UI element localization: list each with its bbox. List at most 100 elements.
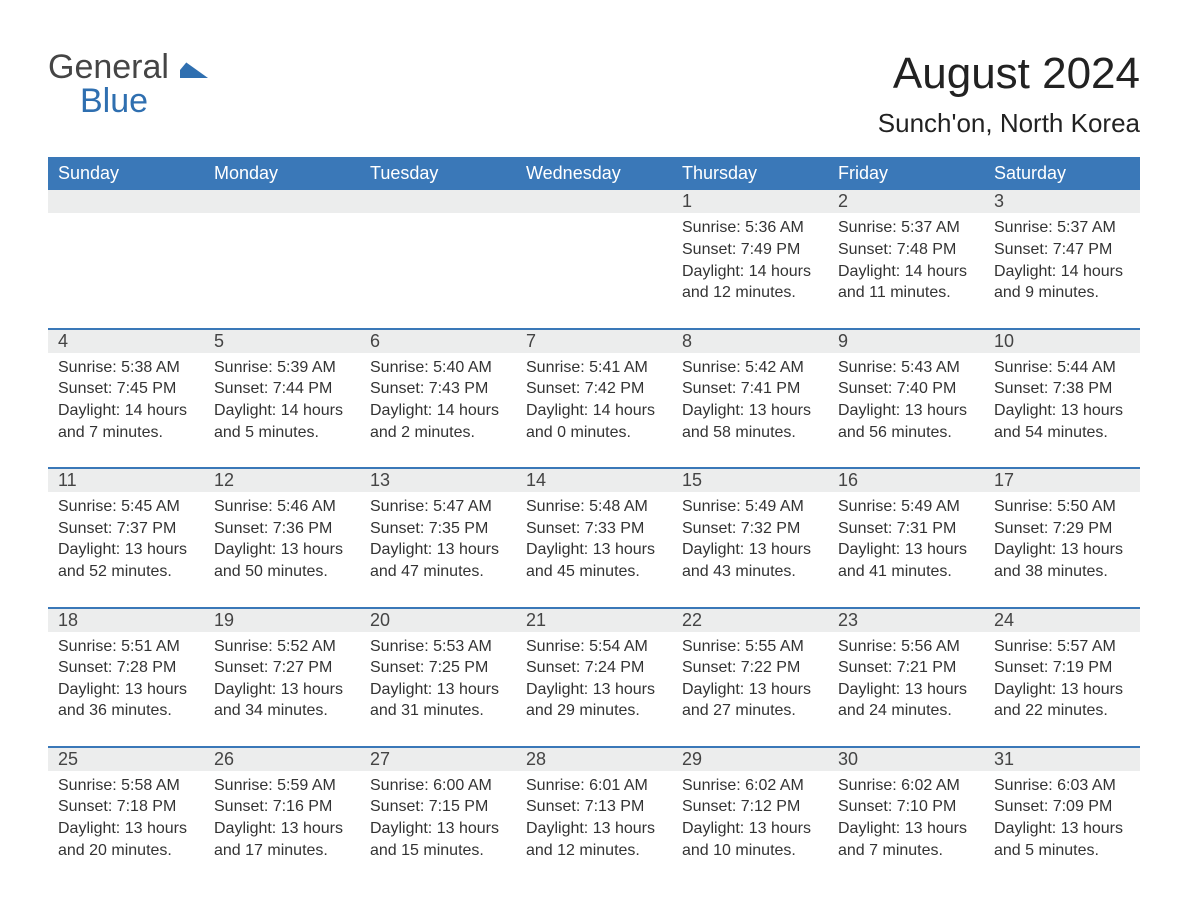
day-cell: Sunrise: 6:01 AMSunset: 7:13 PMDaylight:… — [516, 771, 672, 885]
daylight-line: Daylight: 13 hours and 17 minutes. — [214, 818, 350, 861]
day-number: 31 — [984, 748, 1140, 771]
sunrise-line: Sunrise: 5:58 AM — [58, 775, 194, 797]
logo-text-blue: Blue — [80, 84, 212, 118]
sunset-line: Sunset: 7:28 PM — [58, 657, 194, 679]
daylight-line: Daylight: 13 hours and 34 minutes. — [214, 679, 350, 722]
sunset-line: Sunset: 7:48 PM — [838, 239, 974, 261]
day-cell: Sunrise: 5:43 AMSunset: 7:40 PMDaylight:… — [828, 353, 984, 467]
day-number: 26 — [204, 748, 360, 771]
sunset-line: Sunset: 7:37 PM — [58, 518, 194, 540]
day-number — [48, 190, 204, 213]
day-number: 24 — [984, 609, 1140, 632]
daylight-line: Daylight: 13 hours and 24 minutes. — [838, 679, 974, 722]
day-cell: Sunrise: 5:49 AMSunset: 7:31 PMDaylight:… — [828, 492, 984, 606]
logo-flag-icon — [180, 54, 212, 88]
day-number: 9 — [828, 330, 984, 353]
day-number: 14 — [516, 469, 672, 492]
sunrise-line: Sunrise: 5:49 AM — [838, 496, 974, 518]
day-cell: Sunrise: 5:47 AMSunset: 7:35 PMDaylight:… — [360, 492, 516, 606]
day-number: 19 — [204, 609, 360, 632]
day-cell: Sunrise: 5:41 AMSunset: 7:42 PMDaylight:… — [516, 353, 672, 467]
day-number: 15 — [672, 469, 828, 492]
day-cell: Sunrise: 5:59 AMSunset: 7:16 PMDaylight:… — [204, 771, 360, 885]
sunset-line: Sunset: 7:09 PM — [994, 796, 1130, 818]
day-header: Friday — [828, 157, 984, 190]
title-block: August 2024 Sunch'on, North Korea — [878, 50, 1140, 139]
sunrise-line: Sunrise: 5:44 AM — [994, 357, 1130, 379]
day-cell: Sunrise: 5:44 AMSunset: 7:38 PMDaylight:… — [984, 353, 1140, 467]
daylight-line: Daylight: 13 hours and 12 minutes. — [526, 818, 662, 861]
day-header-row: SundayMondayTuesdayWednesdayThursdayFrid… — [48, 157, 1140, 190]
sunset-line: Sunset: 7:45 PM — [58, 378, 194, 400]
day-number: 18 — [48, 609, 204, 632]
day-number: 17 — [984, 469, 1140, 492]
day-number: 20 — [360, 609, 516, 632]
day-number: 13 — [360, 469, 516, 492]
daylight-line: Daylight: 13 hours and 27 minutes. — [682, 679, 818, 722]
day-header: Tuesday — [360, 157, 516, 190]
day-cell: Sunrise: 6:00 AMSunset: 7:15 PMDaylight:… — [360, 771, 516, 885]
daylight-line: Daylight: 13 hours and 43 minutes. — [682, 539, 818, 582]
daynum-row: 123 — [48, 190, 1140, 213]
daylight-line: Daylight: 14 hours and 11 minutes. — [838, 261, 974, 304]
daylight-line: Daylight: 14 hours and 12 minutes. — [682, 261, 818, 304]
day-number: 28 — [516, 748, 672, 771]
sunset-line: Sunset: 7:31 PM — [838, 518, 974, 540]
sunset-line: Sunset: 7:44 PM — [214, 378, 350, 400]
day-cell: Sunrise: 5:56 AMSunset: 7:21 PMDaylight:… — [828, 632, 984, 746]
day-cell: Sunrise: 5:45 AMSunset: 7:37 PMDaylight:… — [48, 492, 204, 606]
day-number: 22 — [672, 609, 828, 632]
daylight-line: Daylight: 13 hours and 58 minutes. — [682, 400, 818, 443]
calendar-week: 25262728293031Sunrise: 5:58 AMSunset: 7:… — [48, 746, 1140, 885]
day-number: 8 — [672, 330, 828, 353]
sunrise-line: Sunrise: 6:02 AM — [682, 775, 818, 797]
sunset-line: Sunset: 7:16 PM — [214, 796, 350, 818]
sunset-line: Sunset: 7:42 PM — [526, 378, 662, 400]
day-number — [516, 190, 672, 213]
sunset-line: Sunset: 7:13 PM — [526, 796, 662, 818]
sunset-line: Sunset: 7:47 PM — [994, 239, 1130, 261]
day-header: Wednesday — [516, 157, 672, 190]
sunrise-line: Sunrise: 5:52 AM — [214, 636, 350, 658]
sunrise-line: Sunrise: 5:45 AM — [58, 496, 194, 518]
day-cell: Sunrise: 5:46 AMSunset: 7:36 PMDaylight:… — [204, 492, 360, 606]
sunrise-line: Sunrise: 6:01 AM — [526, 775, 662, 797]
daylight-line: Daylight: 13 hours and 31 minutes. — [370, 679, 506, 722]
day-cell: Sunrise: 5:55 AMSunset: 7:22 PMDaylight:… — [672, 632, 828, 746]
daynum-row: 45678910 — [48, 330, 1140, 353]
sunset-line: Sunset: 7:22 PM — [682, 657, 818, 679]
sunrise-line: Sunrise: 5:37 AM — [994, 217, 1130, 239]
day-number: 10 — [984, 330, 1140, 353]
day-number: 16 — [828, 469, 984, 492]
calendar-page: General Blue August 2024 Sunch'on, North… — [0, 0, 1188, 915]
sunrise-line: Sunrise: 5:57 AM — [994, 636, 1130, 658]
calendar-week: 123Sunrise: 5:36 AMSunset: 7:49 PMDaylig… — [48, 190, 1140, 327]
sunrise-line: Sunrise: 5:36 AM — [682, 217, 818, 239]
day-number: 5 — [204, 330, 360, 353]
day-cell: Sunrise: 5:38 AMSunset: 7:45 PMDaylight:… — [48, 353, 204, 467]
day-header: Sunday — [48, 157, 204, 190]
day-number: 7 — [516, 330, 672, 353]
sunset-line: Sunset: 7:41 PM — [682, 378, 818, 400]
day-header: Saturday — [984, 157, 1140, 190]
daylight-line: Daylight: 13 hours and 10 minutes. — [682, 818, 818, 861]
sunset-line: Sunset: 7:25 PM — [370, 657, 506, 679]
sunset-line: Sunset: 7:49 PM — [682, 239, 818, 261]
day-cell: Sunrise: 6:03 AMSunset: 7:09 PMDaylight:… — [984, 771, 1140, 885]
daylight-line: Daylight: 13 hours and 54 minutes. — [994, 400, 1130, 443]
day-cell: Sunrise: 5:52 AMSunset: 7:27 PMDaylight:… — [204, 632, 360, 746]
daylight-line: Daylight: 13 hours and 56 minutes. — [838, 400, 974, 443]
day-cell: Sunrise: 5:49 AMSunset: 7:32 PMDaylight:… — [672, 492, 828, 606]
calendar-week: 45678910Sunrise: 5:38 AMSunset: 7:45 PMD… — [48, 328, 1140, 467]
day-cell: Sunrise: 5:51 AMSunset: 7:28 PMDaylight:… — [48, 632, 204, 746]
day-cell: Sunrise: 5:36 AMSunset: 7:49 PMDaylight:… — [672, 213, 828, 327]
day-cell: Sunrise: 5:58 AMSunset: 7:18 PMDaylight:… — [48, 771, 204, 885]
sunset-line: Sunset: 7:35 PM — [370, 518, 506, 540]
sunrise-line: Sunrise: 5:49 AM — [682, 496, 818, 518]
daynum-row: 18192021222324 — [48, 609, 1140, 632]
daylight-line: Daylight: 13 hours and 7 minutes. — [838, 818, 974, 861]
day-header: Thursday — [672, 157, 828, 190]
sunset-line: Sunset: 7:32 PM — [682, 518, 818, 540]
daynum-row: 11121314151617 — [48, 469, 1140, 492]
sunrise-line: Sunrise: 5:53 AM — [370, 636, 506, 658]
